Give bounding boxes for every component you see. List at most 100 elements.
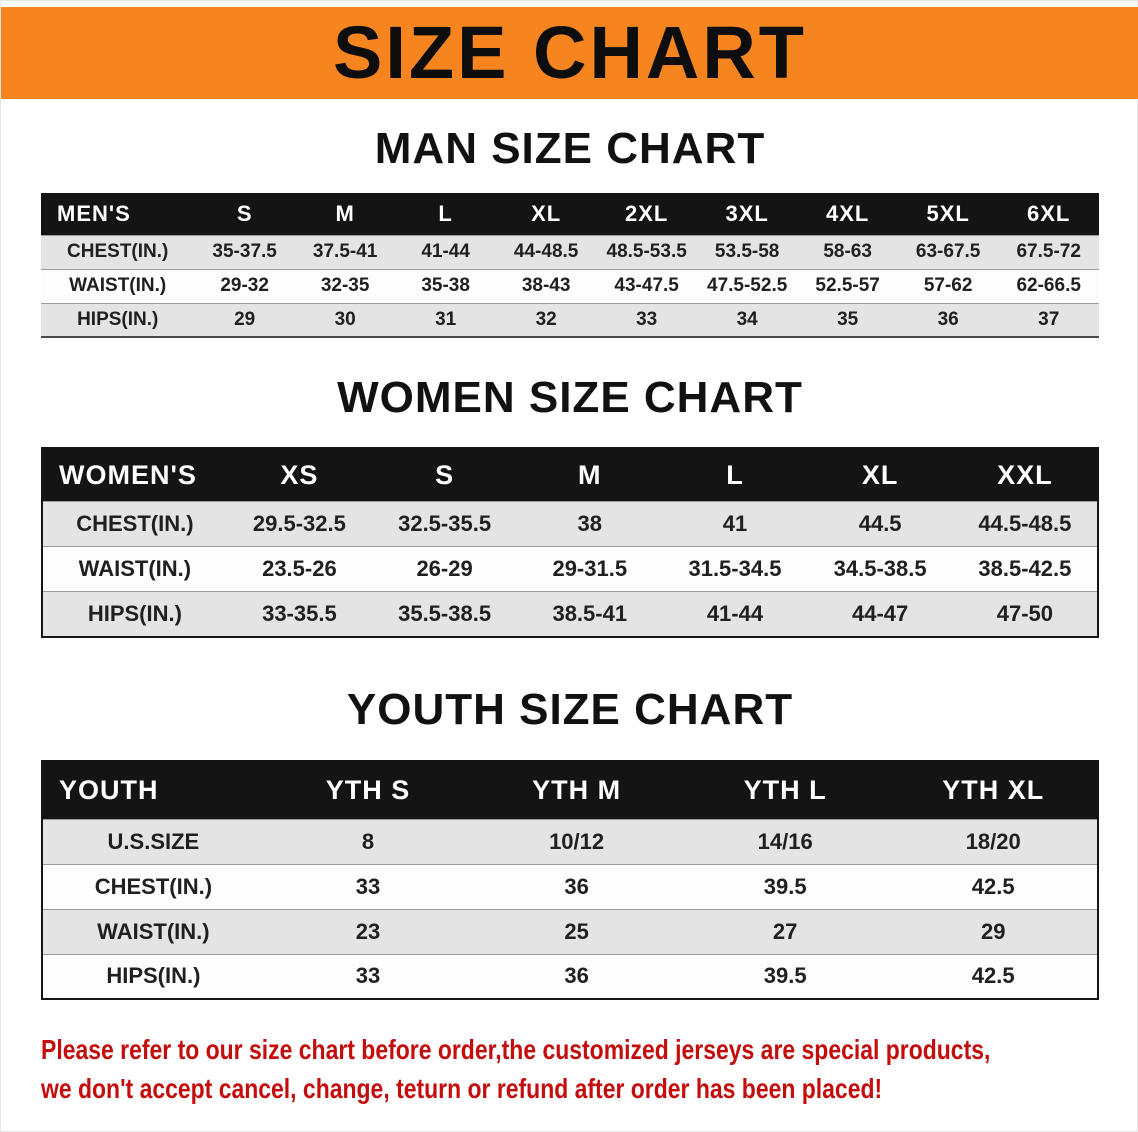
size-value: 32 — [535, 309, 557, 331]
size-value: 43-47.5 — [614, 275, 679, 297]
size-value: 23 — [355, 918, 381, 944]
table-row: HIPS(IN.) 29 30 31 32 33 34 35 36 37 — [41, 303, 1099, 338]
size-column-header: M — [294, 193, 396, 236]
measurement-label: HIPS(IN.) — [87, 601, 182, 627]
size-value: 32.5-35.5 — [398, 511, 492, 537]
size-column-header: XL — [495, 193, 597, 236]
size-column-header: 2XL — [596, 193, 697, 236]
size-column-header: YTH S — [263, 761, 473, 820]
measurement-label: HIPS(IN.) — [106, 963, 201, 989]
size-value: 25 — [564, 918, 589, 944]
size-column-header: 4XL — [797, 193, 898, 236]
size-value: 36 — [564, 873, 589, 899]
size-value: 27 — [772, 918, 798, 944]
women-size-chart-heading: WOMEN SIZE CHART — [337, 373, 803, 423]
size-value: 42.5 — [971, 873, 1015, 899]
size-value: 41-44 — [706, 601, 764, 627]
size-value: 33-35.5 — [262, 601, 337, 627]
size-value: 67.5-72 — [1016, 241, 1081, 263]
size-value: 29.5-32.5 — [252, 511, 346, 537]
table-row: HIPS(IN.) 33-35.5 35.5-38.5 38.5-41 41-44 44-… — [42, 591, 1098, 637]
size-value: 44-47 — [852, 601, 909, 627]
table-header-row: WOMEN'S XS S M L XL XXL — [42, 447, 1098, 502]
size-column-header: YTH M — [472, 761, 681, 820]
size-value: 39.5 — [763, 873, 807, 899]
size-value: 14/16 — [757, 828, 813, 854]
measurement-label: CHEST(IN.) — [94, 873, 213, 899]
size-value: 44-48.5 — [513, 241, 579, 263]
size-value: 62-66.5 — [1016, 275, 1081, 297]
size-column-header: 5XL — [897, 193, 999, 236]
measurement-label: WAIST(IN.) — [78, 556, 192, 582]
size-column-header: XXL — [952, 447, 1098, 502]
section-men: MAN SIZE CHART MEN'S S M L XL 2XL 3XL 4XL 5XL 6XL C… — [1, 124, 1138, 339]
measurement-label: WAIST(IN.) — [69, 275, 167, 297]
footer-notice: Please refer to our size chart before or… — [41, 1030, 1099, 1108]
size-value: 53.5-58 — [714, 241, 780, 263]
size-value: 42.5 — [971, 963, 1015, 989]
measurement-label: HIPS(IN.) — [77, 309, 159, 331]
measurement-label: CHEST(IN.) — [76, 511, 194, 537]
measurement-label: U.S.SIZE — [107, 828, 200, 854]
size-column-header: 6XL — [998, 193, 1099, 236]
size-column-header: L — [662, 447, 808, 502]
size-value: 29-32 — [220, 275, 269, 297]
size-column-header: XS — [226, 447, 372, 502]
size-column-header: YTH XL — [889, 761, 1098, 820]
notice-line: Please refer to our size chart before or… — [41, 1034, 991, 1066]
table-header-row: YOUTH YTH S YTH M YTH L YTH XL — [42, 761, 1098, 820]
table-group-label: WOMEN'S — [42, 447, 227, 502]
table-group-label: YOUTH — [42, 761, 264, 820]
notice-line: we don't accept cancel, change, teturn o… — [41, 1073, 883, 1105]
size-column-header: 3XL — [696, 193, 798, 236]
size-value: 31 — [435, 309, 457, 331]
size-value: 33 — [355, 963, 381, 989]
size-value: 10/12 — [549, 828, 605, 854]
table-row: WAIST(IN.) 29-32 32-35 35-38 38-43 43-47.5 47.… — [41, 269, 1099, 304]
size-value: 39.5 — [763, 963, 807, 989]
size-column-header: L — [395, 193, 496, 236]
youth-size-table: YOUTH YTH S YTH M YTH L YTH XL U.S.SIZE 8 10/12… — [41, 760, 1099, 1001]
size-value: 38.5-42.5 — [978, 556, 1072, 582]
size-value: 41 — [722, 511, 748, 537]
size-value: 29-31.5 — [552, 556, 628, 582]
size-value: 23.5-26 — [262, 556, 337, 582]
sections: MAN SIZE CHART MEN'S S M L XL 2XL 3XL 4XL 5XL 6XL C… — [1, 124, 1138, 1001]
size-value: 34.5-38.5 — [833, 556, 927, 582]
size-value: 37 — [1038, 309, 1060, 331]
size-value: 35-38 — [421, 275, 470, 297]
table-row: CHEST(IN.) 33 36 39.5 42.5 — [42, 864, 1098, 910]
size-value: 26-29 — [416, 556, 473, 582]
size-value: 8 — [361, 828, 375, 854]
size-value: 37.5-41 — [312, 241, 378, 263]
section-women: WOMEN SIZE CHART WOMEN'S XS S M L XL XXL CHEST(I… — [1, 373, 1138, 638]
size-value: 33 — [636, 309, 658, 331]
size-value: 38.5-41 — [552, 601, 628, 627]
table-header-row: MEN'S S M L XL 2XL 3XL 4XL 5XL 6XL — [41, 193, 1099, 236]
table-group-label: MEN'S — [41, 193, 195, 236]
banner: SIZE CHART — [1, 7, 1138, 99]
size-column-header: M — [517, 447, 663, 502]
table-row: WAIST(IN.) 23.5-26 26-29 29-31.5 31.5-34.5 34… — [42, 546, 1098, 592]
size-value: 35-37.5 — [212, 241, 277, 263]
table-row: U.S.SIZE 8 10/12 14/16 18/20 — [42, 819, 1098, 865]
youth-size-chart-heading: YOUTH SIZE CHART — [346, 684, 794, 734]
size-value: 52.5-57 — [815, 275, 880, 297]
size-value: 41-44 — [421, 241, 470, 263]
size-value: 36 — [937, 309, 959, 331]
size-column-header: S — [371, 447, 518, 502]
measurement-label: CHEST(IN.) — [67, 241, 169, 263]
size-column-header: YTH L — [680, 761, 890, 820]
size-value: 30 — [334, 309, 356, 331]
size-value: 63-67.5 — [915, 241, 981, 263]
table-row: HIPS(IN.) 33 36 39.5 42.5 — [42, 954, 1098, 1000]
size-column-header: S — [194, 193, 295, 236]
men-size-chart-heading: MAN SIZE CHART — [374, 124, 766, 173]
size-value: 35.5-38.5 — [398, 601, 492, 627]
table-row: WAIST(IN.) 23 25 27 29 — [42, 909, 1098, 955]
measurement-label: WAIST(IN.) — [97, 918, 210, 944]
size-value: 34 — [736, 309, 758, 331]
size-value: 38-43 — [521, 275, 571, 297]
size-value: 57-62 — [923, 275, 973, 297]
